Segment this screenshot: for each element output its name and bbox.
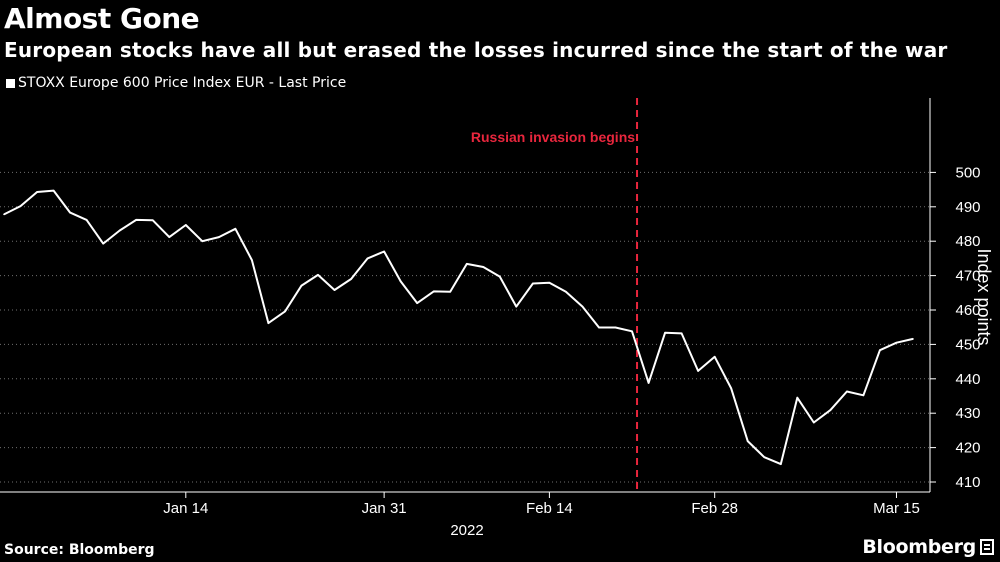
data-point [912, 338, 914, 340]
data-point [251, 259, 253, 261]
x-tick-label: Jan 14 [163, 500, 208, 517]
data-point [399, 280, 402, 283]
data-point [598, 326, 600, 329]
data-point [779, 463, 782, 465]
data-point [548, 282, 551, 284]
data-point [102, 242, 104, 245]
data-point [3, 213, 5, 216]
y-tick-label: 440 [955, 371, 980, 388]
data-point [581, 305, 584, 308]
invasion-annotation-label: Russian invasion begins [471, 129, 635, 145]
data-point [697, 370, 699, 372]
data-point [19, 205, 22, 207]
data-point [185, 224, 187, 226]
data-point [895, 341, 898, 344]
series-line-stoxx600 [3, 189, 914, 466]
data-point [333, 289, 336, 291]
data-point [499, 275, 501, 278]
data-point [465, 263, 468, 265]
data-point [482, 266, 485, 268]
x-axis-year-label: 2022 [450, 522, 483, 539]
data-point [416, 302, 418, 304]
data-point [680, 332, 683, 335]
data-point [151, 219, 154, 222]
data-point [664, 331, 666, 334]
data-point [796, 396, 799, 399]
x-tick-label: Jan 31 [362, 500, 407, 517]
data-point [85, 219, 88, 221]
y-tick-label: 470 [955, 268, 980, 285]
data-point [614, 326, 617, 329]
data-point [317, 274, 319, 276]
legend: STOXX Europe 600 Price Index EUR - Last … [6, 75, 346, 91]
data-point [432, 290, 435, 293]
data-point [730, 387, 732, 390]
data-point [862, 394, 865, 397]
data-point [565, 290, 567, 293]
data-point [879, 349, 881, 352]
source-note: Source: Bloomberg [4, 542, 155, 558]
bloomberg-mark-icon [980, 539, 994, 555]
data-point [267, 322, 270, 324]
data-point [118, 229, 121, 232]
y-tick-label: 420 [955, 440, 980, 457]
data-point [300, 284, 303, 287]
y-tick-label: 430 [955, 405, 980, 422]
bloomberg-logo: Bloomberg [862, 536, 994, 558]
data-point [218, 236, 220, 238]
data-point [36, 191, 38, 193]
y-axis-title: Index points [974, 248, 994, 345]
data-point [234, 228, 237, 230]
data-point [366, 257, 369, 260]
legend-label: STOXX Europe 600 Price Index EUR - Last … [18, 75, 347, 91]
data-point [201, 240, 204, 242]
data-point [763, 456, 766, 459]
y-tick-label: 490 [955, 199, 980, 216]
chart-title: Almost Gone [4, 2, 200, 35]
brand-name: Bloomberg [862, 536, 976, 558]
y-tick-label: 460 [955, 302, 980, 319]
y-tick-label: 410 [955, 474, 980, 491]
x-tick-label: Feb 14 [526, 500, 573, 517]
data-point [829, 409, 832, 411]
data-point [515, 305, 518, 308]
y-tick-label: 480 [955, 233, 980, 250]
data-point [631, 330, 633, 333]
data-point [746, 440, 749, 442]
y-tick-label: 450 [955, 336, 980, 353]
data-point [135, 219, 138, 221]
data-point [168, 236, 171, 238]
x-tick-label: Mar 15 [873, 500, 920, 517]
data-point [813, 421, 815, 424]
data-point [846, 390, 848, 393]
x-tick-label: Feb 28 [691, 500, 738, 517]
legend-swatch [6, 78, 15, 88]
data-point [284, 310, 286, 313]
data-point [713, 355, 716, 358]
chart-subtitle: European stocks have all but erased the … [4, 38, 948, 62]
data-point [350, 278, 352, 280]
data-point [52, 189, 55, 192]
data-point [449, 290, 452, 293]
data-point [69, 211, 71, 214]
data-point [383, 250, 385, 253]
data-point [647, 382, 650, 384]
data-point [532, 282, 534, 285]
y-tick-label: 500 [955, 164, 980, 181]
